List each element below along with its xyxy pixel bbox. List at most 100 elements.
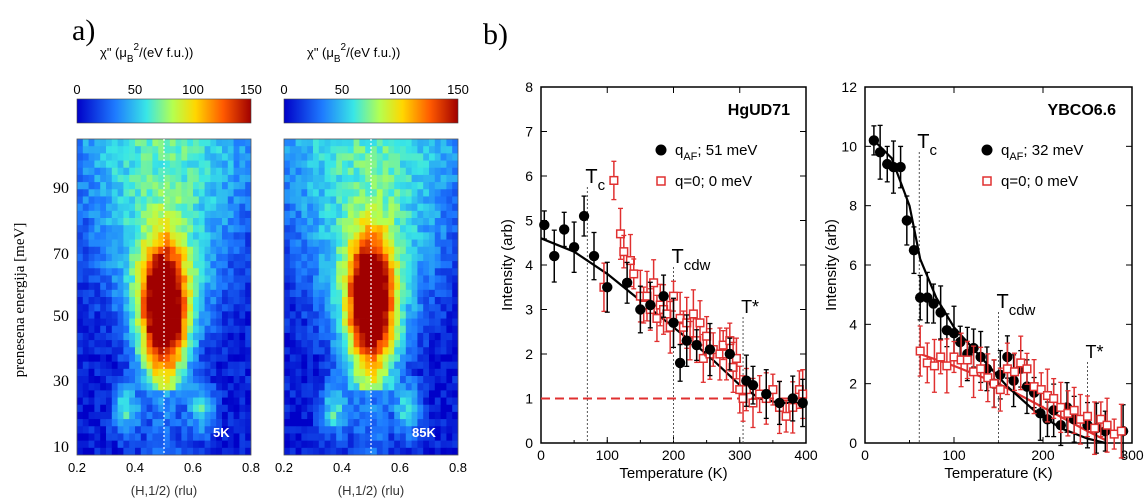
heatmap-cell	[233, 139, 240, 147]
heatmap-cell	[88, 332, 95, 341]
heatmap-cell	[88, 318, 95, 327]
heatmap-cell	[342, 167, 349, 176]
heatmap-cell	[175, 275, 182, 284]
heatmap-cell	[245, 253, 251, 262]
heatmap-cell	[239, 203, 246, 212]
heatmap-cell	[123, 210, 130, 219]
heatmap-cell	[169, 433, 176, 442]
heatmap-cell	[452, 282, 458, 291]
heatmap-cell	[193, 282, 200, 291]
heatmap-cell	[117, 411, 124, 420]
data-point	[868, 135, 880, 146]
heatmap-cell	[77, 239, 84, 248]
heatmap-cell	[446, 361, 453, 370]
heatmap-cell	[210, 268, 217, 276]
heatmap-cell	[222, 332, 229, 341]
heatmap-cell	[88, 433, 95, 442]
heatmap-cell	[193, 225, 200, 233]
heatmap-cell	[111, 289, 118, 298]
heatmap-cell	[440, 390, 447, 398]
heatmap-cell	[245, 139, 251, 147]
heatmap-cell	[284, 289, 291, 298]
heatmap-cell	[347, 160, 354, 169]
heatmap-cell	[111, 174, 118, 183]
heatmap-cell	[446, 289, 453, 298]
data-point	[704, 344, 716, 355]
heatmap-cell	[123, 390, 130, 398]
heatmap-cell	[394, 340, 401, 348]
heatmap-cell	[94, 376, 101, 384]
heatmap-cell	[417, 203, 424, 212]
heatmap-cell	[152, 225, 159, 233]
heatmap-cell	[129, 268, 136, 276]
heatmap-cell	[227, 239, 234, 248]
heatmap-cell	[405, 361, 412, 370]
heatmap-cell	[100, 139, 107, 147]
heatmap-cell	[245, 361, 251, 370]
heatmap-cell	[164, 246, 171, 255]
heatmap-cell	[82, 383, 89, 391]
data-point	[539, 219, 550, 231]
heatmap-cell	[140, 383, 147, 391]
heatmap-cell	[158, 361, 165, 370]
heatmap-cell	[423, 139, 430, 147]
heatmap-cell	[210, 325, 217, 334]
heatmap-cell	[400, 225, 407, 233]
heatmap-cell	[164, 239, 171, 248]
heatmap-cell	[429, 383, 436, 391]
heatmap-cell	[388, 311, 395, 319]
heatmap-cell	[152, 174, 159, 183]
heatmap-cell	[446, 340, 453, 348]
heatmap-cell	[227, 218, 234, 226]
heatmap-cell	[318, 167, 325, 176]
heatmap-cell	[233, 368, 240, 377]
heatmap-cell	[193, 146, 200, 154]
heatmap-cell	[301, 390, 308, 398]
heatmap-cell	[365, 390, 372, 398]
heatmap-cell	[347, 376, 354, 384]
heatmap-cell	[318, 332, 325, 341]
heatmap-cell	[376, 203, 383, 212]
heatmap-cell	[233, 376, 240, 384]
heatmap-cell	[446, 246, 453, 255]
heatmap-cell	[233, 440, 240, 449]
heatmap-cell	[382, 311, 389, 319]
heatmap-cell	[289, 325, 296, 334]
heatmap-cell	[376, 340, 383, 348]
heatmap-cell	[181, 404, 188, 413]
y-tick-label: 10	[841, 138, 857, 154]
heatmap-cell	[440, 268, 447, 276]
heatmap-cell	[123, 253, 130, 262]
heatmap-cell	[77, 225, 84, 233]
heatmap-cell	[164, 282, 171, 291]
heatmap-cell	[353, 246, 360, 255]
y-tick-label: 4	[525, 257, 533, 273]
heatmap-cell	[289, 261, 296, 269]
heatmap-cell	[411, 289, 418, 298]
heatmap-cell	[284, 174, 291, 183]
heatmap-cell	[82, 167, 89, 176]
data-point	[681, 335, 692, 346]
heatmap-cell	[382, 275, 389, 284]
heatmap-cell	[117, 174, 124, 183]
heatmap-cell	[417, 282, 424, 291]
heatmap-cell	[181, 289, 188, 298]
heatmap-cell	[204, 174, 211, 183]
heatmap-cell	[158, 447, 165, 455]
heatmap-cell	[164, 139, 171, 147]
heatmap-cell	[100, 354, 107, 363]
heatmap-cell	[216, 426, 223, 434]
heatmap-cell	[411, 368, 418, 377]
heatmap-cell	[318, 289, 325, 298]
heatmap-cell	[158, 174, 165, 183]
heatmap-cell	[452, 189, 458, 197]
heatmap-cell	[216, 390, 223, 398]
heatmap-cell	[301, 368, 308, 377]
heatmap-cell	[411, 218, 418, 226]
heatmap-cell	[169, 347, 176, 355]
heatmap-cell	[181, 361, 188, 370]
heatmap-cell	[423, 189, 430, 197]
heatmap-cell	[336, 397, 343, 406]
heatmap-cell	[169, 289, 176, 298]
heatmap-cell	[295, 153, 302, 161]
